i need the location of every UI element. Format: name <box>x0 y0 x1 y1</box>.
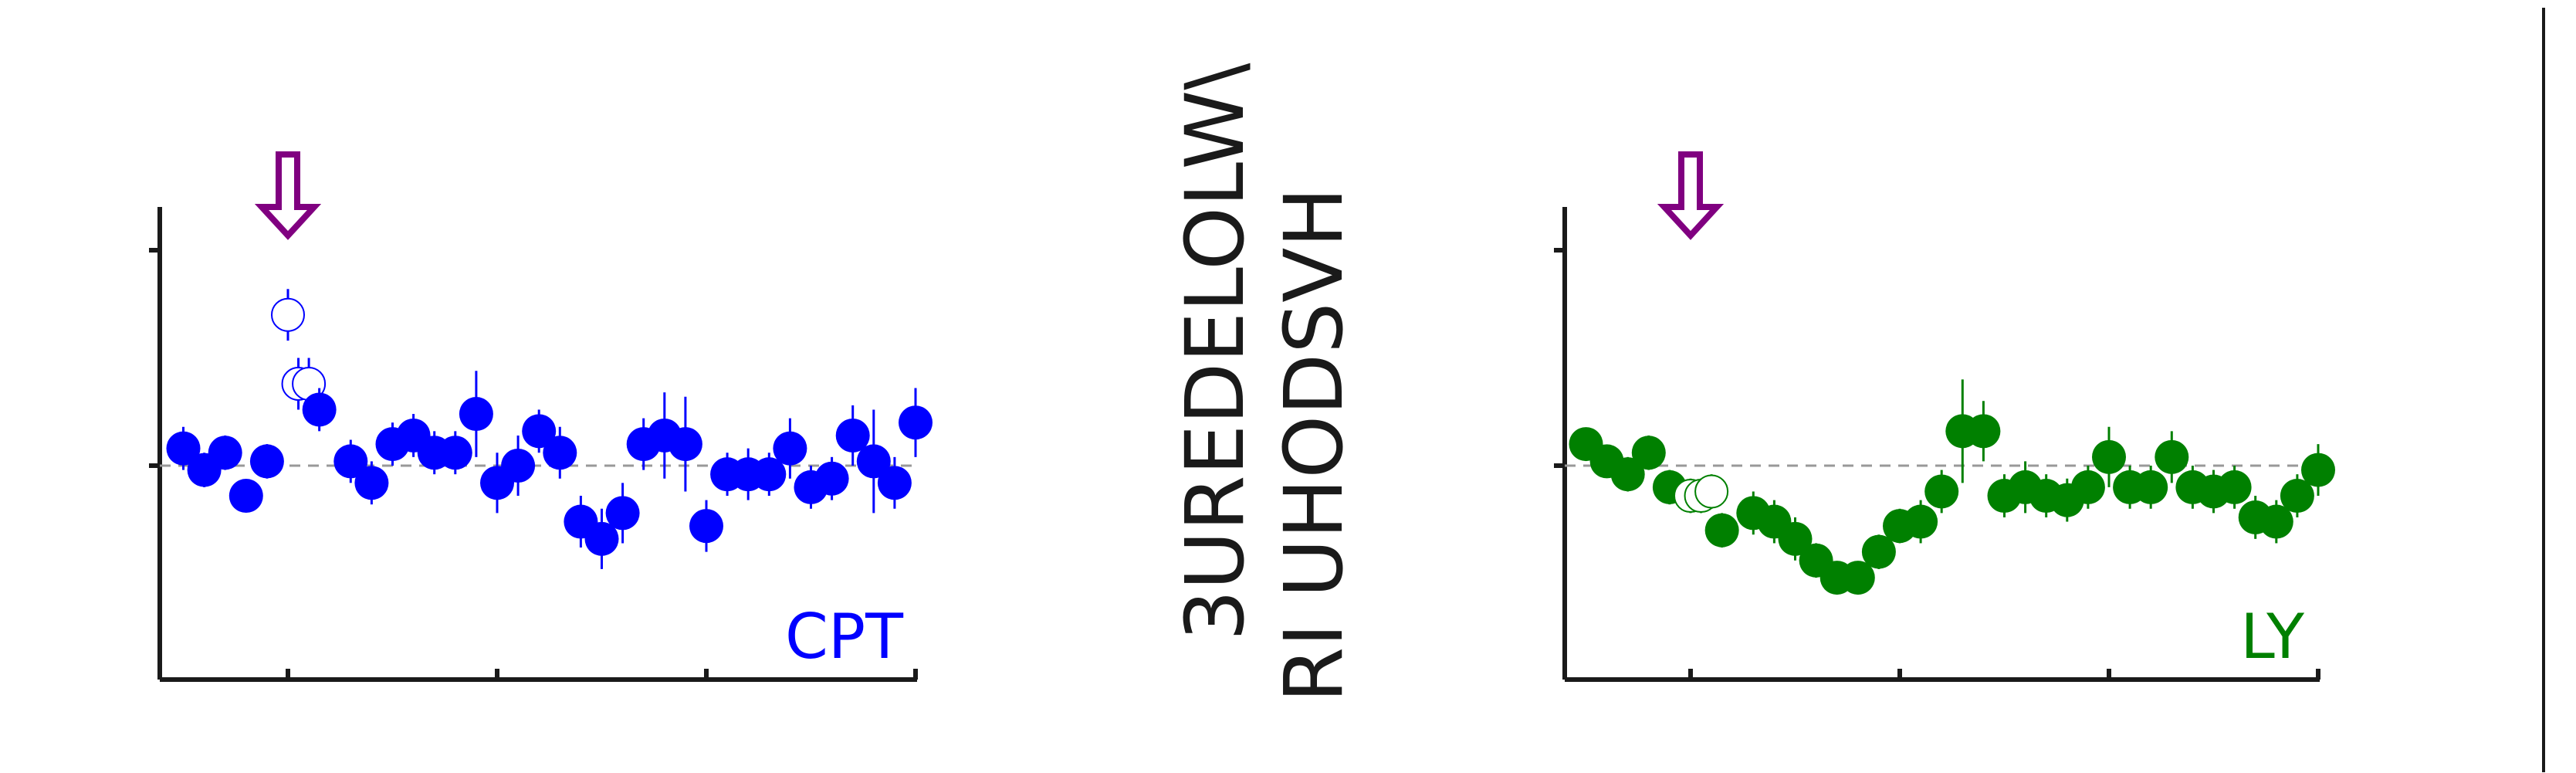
y-axis-label-line-1: 3UREDELOLW\ <box>1168 63 1262 641</box>
data-point <box>668 427 702 462</box>
data-point <box>2301 453 2335 487</box>
data-point <box>2134 470 2168 504</box>
y-axis-label: 3UREDELOLW\ RI UHODSVH <box>1168 63 1361 703</box>
data-point <box>814 461 849 496</box>
data-point <box>228 479 263 514</box>
data-point <box>584 521 619 556</box>
data-point <box>501 449 536 483</box>
panel-label: CPT <box>785 601 904 673</box>
data-point <box>877 466 912 500</box>
data-point <box>333 444 368 479</box>
panel-cpt: CPT <box>149 151 933 682</box>
data-point <box>522 414 557 449</box>
data-point <box>2217 470 2252 504</box>
panel-ly: LY <box>1554 151 2335 682</box>
data-point <box>1924 474 1959 509</box>
data-point <box>459 397 493 432</box>
data-point <box>1840 561 1875 595</box>
data-point <box>166 431 201 466</box>
data-point <box>2280 479 2314 514</box>
data-point <box>605 496 640 531</box>
data-point <box>1704 513 1739 548</box>
data-point <box>2092 439 2126 474</box>
data-point <box>543 436 577 470</box>
data-point <box>1966 414 2001 449</box>
data-point <box>2155 439 2189 474</box>
data-point <box>2070 470 2105 504</box>
data-point <box>354 466 389 500</box>
data-point <box>1610 457 1645 492</box>
data-point <box>1861 534 1896 569</box>
data-point <box>752 457 787 492</box>
data-point-open <box>1694 474 1729 509</box>
data-point <box>208 436 242 470</box>
data-point <box>835 418 870 453</box>
data-point <box>302 392 337 427</box>
data-point <box>1778 521 1813 556</box>
data-point <box>899 405 933 440</box>
arrow-icon <box>254 151 322 240</box>
data-point <box>2259 504 2293 539</box>
arrow-icon <box>1657 151 1725 240</box>
data-point-open <box>271 297 305 332</box>
data-point <box>438 436 472 470</box>
data-point <box>689 509 723 544</box>
data-point <box>773 431 807 466</box>
y-axis-label-line-2: RI UHODSVH <box>1267 187 1361 703</box>
data-point <box>1631 436 1666 470</box>
data-point <box>1904 504 1938 539</box>
data-point <box>856 444 891 479</box>
panel-label: LY <box>2240 601 2305 673</box>
data-point <box>249 444 284 479</box>
